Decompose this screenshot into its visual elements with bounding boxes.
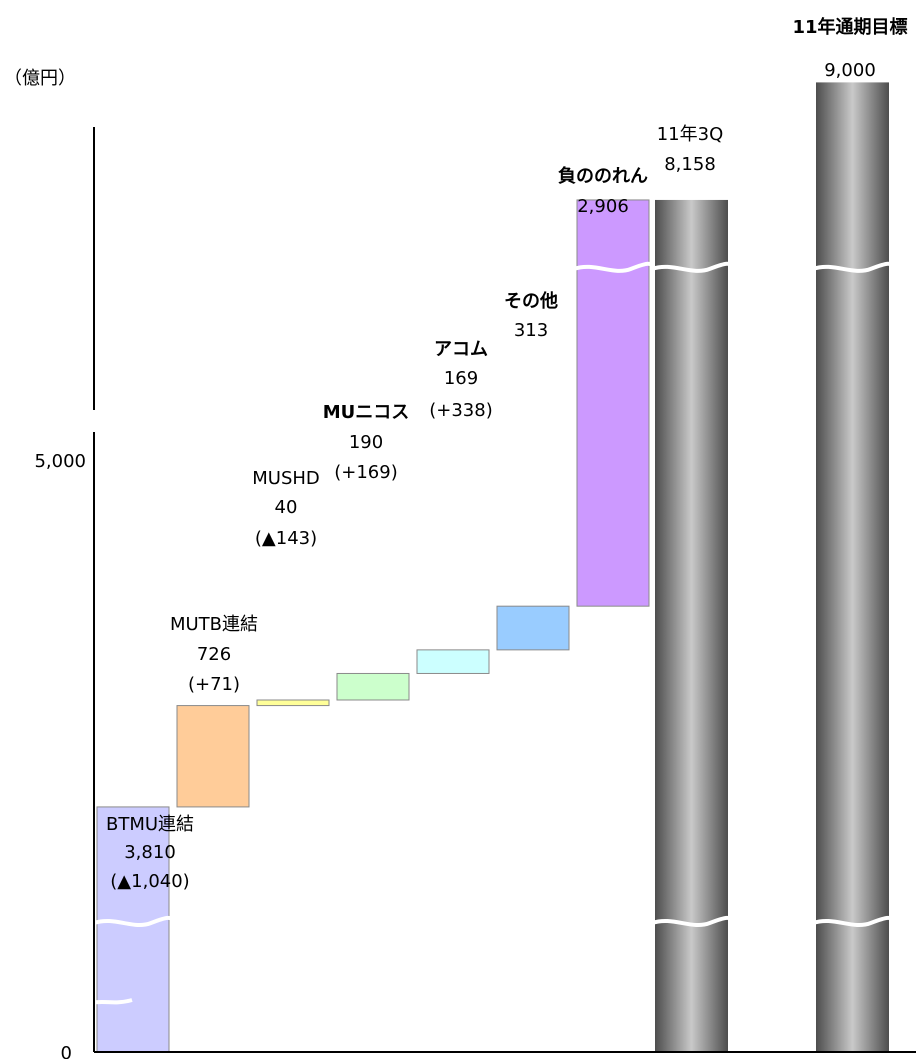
break-mark [573,261,654,273]
bar-name-label: MUニコス [323,402,410,423]
bar-7 [655,199,728,1052]
bar-name-label: MUTB連結 [170,614,258,635]
bar-change-label: (▲1,040) [110,871,189,892]
y-tick-label-0: 0 [61,1043,72,1059]
axis-break-mark [90,998,133,1005]
bar-change-label: (+338) [429,400,492,421]
bar-3 [336,672,410,701]
bar-value-label: 3,810 [124,842,176,863]
bar-value-label: 726 [197,644,231,665]
break-mark [93,915,174,928]
break-mark [812,261,894,273]
bar-value-label: 190 [349,432,383,453]
bar-name-label: 11年通期目標 [792,16,907,38]
bar-value-label: 40 [275,497,298,518]
bar-name-label: その他 [504,290,558,312]
unit-label: （億円） [4,68,76,89]
bar-name-label: アコム [434,339,488,360]
bar-6 [576,199,650,607]
bar-value-label: 9,000 [824,60,876,81]
bar-8 [816,82,889,1052]
bar-2 [256,699,330,707]
bar-value-label: 8,158 [664,154,716,175]
y-tick-label-5000: 5,000 [34,451,86,472]
bar-5 [496,605,570,651]
bar-name-label: BTMU連結 [106,814,194,835]
bar-change-label: (▲143) [255,528,317,549]
break-mark [651,915,733,928]
break-mark [812,915,894,928]
bar-0 [96,806,170,1053]
bar-value-label: 313 [514,320,548,341]
break-mark [651,261,733,273]
bar-1 [176,705,250,808]
bar-change-label: (+71) [188,674,240,695]
bar-value-label: 2,906 [577,196,629,217]
bar-value-label: 169 [444,368,478,389]
bar-name-label: 11年3Q [657,124,724,145]
bar-name-label: MUSHD [252,468,320,489]
bar-change-label: (+169) [334,462,397,483]
bar-name-label: 負ののれん [558,165,648,187]
bar-4 [416,649,490,674]
